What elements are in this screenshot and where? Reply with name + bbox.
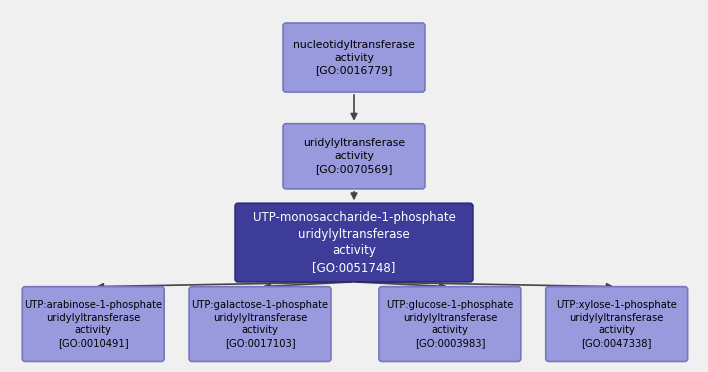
Text: UTP:galactose-1-phosphate
uridylyltransferase
activity
[GO:0017103]: UTP:galactose-1-phosphate uridylyltransf… <box>191 300 329 348</box>
FancyBboxPatch shape <box>22 287 164 362</box>
FancyBboxPatch shape <box>235 203 473 282</box>
Text: UTP:xylose-1-phosphate
uridylyltransferase
activity
[GO:0047338]: UTP:xylose-1-phosphate uridylyltransfera… <box>556 300 677 348</box>
FancyBboxPatch shape <box>189 287 331 362</box>
Text: UTP:glucose-1-phosphate
uridylyltransferase
activity
[GO:0003983]: UTP:glucose-1-phosphate uridylyltransfer… <box>386 300 513 348</box>
Text: nucleotidyltransferase
activity
[GO:0016779]: nucleotidyltransferase activity [GO:0016… <box>293 40 415 75</box>
Text: uridylyltransferase
activity
[GO:0070569]: uridylyltransferase activity [GO:0070569… <box>303 138 405 174</box>
Text: UTP:arabinose-1-phosphate
uridylyltransferase
activity
[GO:0010491]: UTP:arabinose-1-phosphate uridylyltransf… <box>24 300 162 348</box>
Text: UTP-monosaccharide-1-phosphate
uridylyltransferase
activity
[GO:0051748]: UTP-monosaccharide-1-phosphate uridylylt… <box>253 211 455 274</box>
FancyBboxPatch shape <box>546 287 687 362</box>
FancyBboxPatch shape <box>379 287 521 362</box>
FancyBboxPatch shape <box>283 23 425 92</box>
FancyBboxPatch shape <box>283 124 425 189</box>
